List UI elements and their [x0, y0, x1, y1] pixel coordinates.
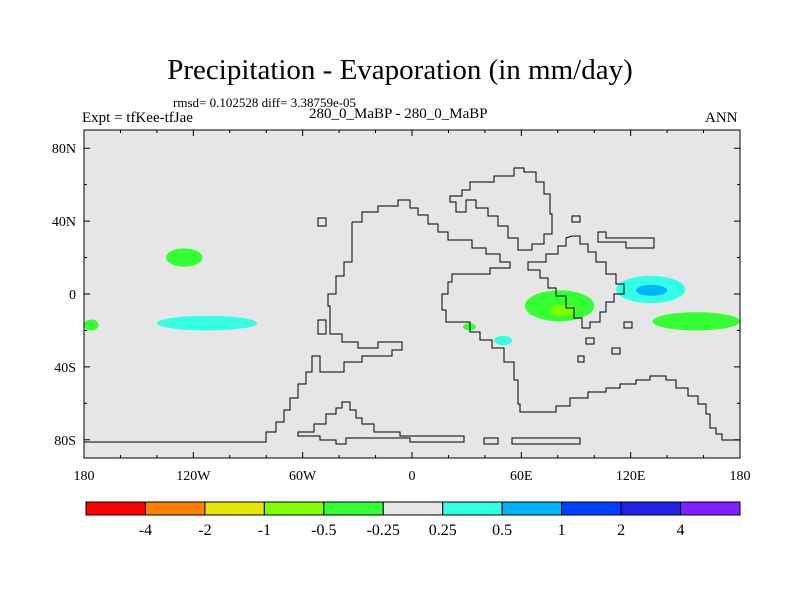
- x-tick-label: 120W: [176, 469, 211, 484]
- season-label: ANN: [705, 110, 738, 126]
- y-axis: 80N 40N 0 40S 80S: [52, 142, 740, 449]
- colorbar-label: -1: [258, 522, 271, 539]
- x-tick-label: 0: [409, 469, 416, 484]
- colorbar-label: -2: [198, 522, 211, 539]
- colorbar-swatch: [442, 501, 503, 516]
- coastline-island-7: [611, 347, 621, 355]
- coastline-layer: [84, 167, 740, 445]
- colorbar-swatch: [323, 501, 384, 516]
- x-tick-label: 60E: [510, 469, 533, 484]
- x-tick-label: 180: [730, 469, 751, 484]
- colorbar-swatch: [85, 501, 146, 516]
- colorbar-swatch: [561, 501, 622, 516]
- coastline-island-4: [571, 215, 581, 223]
- y-tick-label: 80N: [52, 142, 76, 157]
- coastline-island-1: [317, 319, 327, 335]
- colorbar-label: 4: [677, 522, 685, 539]
- experiment-label: Expt = tfKee-tfJae: [82, 110, 193, 126]
- anomaly-region-10: [463, 323, 476, 331]
- anomaly-region-9: [494, 335, 513, 346]
- colorbar-swatch: [382, 501, 444, 516]
- y-tick-label: 0: [69, 288, 76, 303]
- coastline-island-3: [511, 437, 581, 445]
- colorbar-swatch: [620, 501, 682, 516]
- anomaly-layer: [84, 248, 740, 346]
- colorbar-swatch: [501, 501, 563, 516]
- colorbar-label: 0.5: [492, 522, 512, 539]
- colorbar-swatch: [204, 501, 265, 516]
- coastline-island-2: [483, 437, 499, 445]
- colorbar-label: -4: [139, 522, 152, 539]
- chart-title: Precipitation - Evaporation (in mm/day): [167, 54, 633, 86]
- coastline-antarctica: [297, 401, 465, 445]
- x-tick-label: 180: [74, 469, 95, 484]
- y-tick-label: 40N: [52, 215, 76, 230]
- y-tick-label: 80S: [54, 434, 76, 449]
- coastline-island-5: [585, 337, 595, 345]
- chart-subtitle: 280_0_MaBP - 280_0_MaBP: [309, 106, 488, 122]
- coastline-japan: [597, 231, 655, 249]
- anomaly-region-5: [548, 304, 576, 316]
- x-axis: 180 120W 60W 0 60E 120E 180: [74, 130, 751, 484]
- coastline-island-8: [623, 321, 633, 329]
- anomaly-region-2: [156, 315, 258, 331]
- x-tick-label: 120E: [616, 469, 646, 484]
- colorbar-label: 0.25: [429, 522, 457, 539]
- colorbar: -4 -2 -1 -0.5 -0.25 0.25 0.5 1 2 4: [85, 501, 741, 539]
- x-tick-label: 60W: [289, 469, 317, 484]
- anomaly-region-7: [636, 284, 668, 296]
- colorbar-label: 2: [617, 522, 625, 539]
- colorbar-label: 1: [558, 522, 566, 539]
- colorbar-swatch: [680, 501, 741, 516]
- anomaly-region-3: [84, 319, 99, 331]
- stats-line: rmsd= 0.102528 diff= 3.38759e-05: [173, 95, 357, 110]
- coastline-island-6: [577, 355, 585, 363]
- colorbar-label: -0.25: [367, 522, 400, 539]
- anomaly-region-8: [652, 312, 740, 331]
- anomaly-region-1: [166, 248, 203, 267]
- coastline-east-asia: [527, 235, 625, 329]
- colorbar-label: -0.5: [311, 522, 336, 539]
- coastline-americas: [84, 199, 740, 443]
- coastline-eurasia: [449, 167, 553, 251]
- y-tick-label: 40S: [54, 361, 76, 376]
- colorbar-swatch: [263, 501, 325, 516]
- colorbar-swatch: [144, 501, 206, 516]
